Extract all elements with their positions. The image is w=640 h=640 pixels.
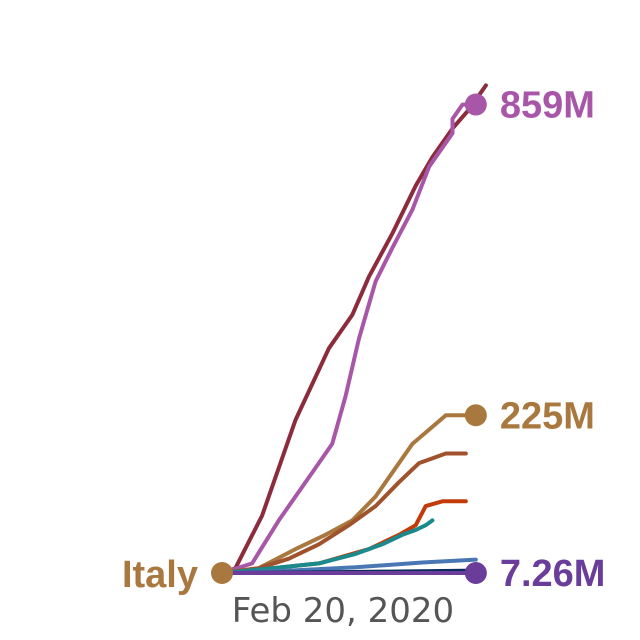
start-label-italy: Italy <box>122 554 198 596</box>
series-lines <box>220 83 488 575</box>
series-line-1 <box>220 102 478 575</box>
series-end-dot-8 <box>464 562 487 584</box>
series-end-dot-2 <box>464 404 487 427</box>
series-end-dots <box>464 93 487 584</box>
series-line-2 <box>220 413 478 575</box>
series-line-3 <box>220 451 468 575</box>
x-axis-date-label: Feb 20, 2020 <box>232 591 454 631</box>
series-end-label-2: 225M <box>500 395 595 437</box>
start-dot <box>211 562 233 584</box>
series-end-label-1: 859M <box>500 85 595 127</box>
series-line-5 <box>220 518 435 575</box>
series-end-labels: 859M 225M 7.26M <box>500 85 606 595</box>
series-end-label-8: 7.26M <box>500 553 606 595</box>
series-end-dot-1 <box>464 93 487 116</box>
